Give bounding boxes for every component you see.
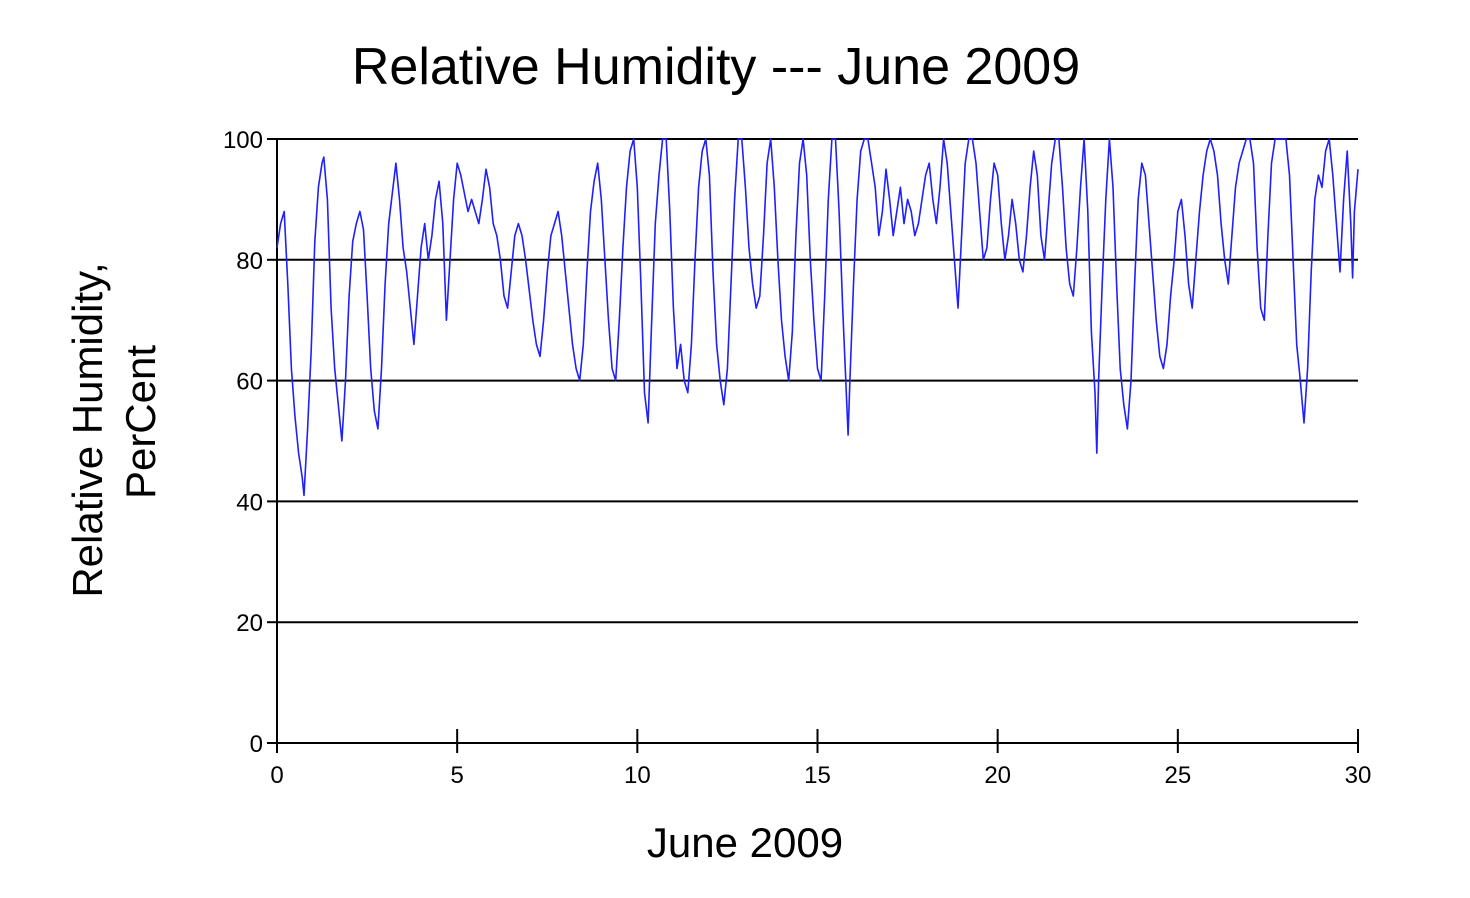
- y-axis-label-line-2: PerCent: [117, 345, 164, 499]
- humidity-series-line: [276, 138, 1359, 497]
- x-tick-label-10: 10: [624, 762, 651, 789]
- x-tick-labels: 0 5 10 15 20 25 30: [270, 762, 1371, 789]
- x-tick-label-5: 5: [450, 762, 463, 789]
- x-tick-label-0: 0: [270, 762, 283, 789]
- y-tick-labels: 0 20 40 60 80 100: [223, 127, 263, 758]
- axes: [267, 138, 1359, 753]
- y-tick-label-0: 0: [250, 731, 263, 758]
- y-tick-label-100: 100: [223, 127, 263, 154]
- y-tick-label-60: 60: [236, 369, 263, 396]
- y-tick-label-80: 80: [236, 248, 263, 275]
- x-tick-label-30: 30: [1345, 762, 1372, 789]
- y-tick-label-20: 20: [236, 610, 263, 637]
- x-tick-label-20: 20: [984, 762, 1011, 789]
- chart-title: Relative Humidity --- June 2009: [352, 38, 1080, 96]
- x-tick-label-15: 15: [804, 762, 831, 789]
- y-tick-label-40: 40: [236, 489, 263, 516]
- horizontal-gridlines: [277, 138, 1358, 624]
- x-tick-label-25: 25: [1164, 762, 1191, 789]
- x-axis-label: June 2009: [647, 819, 843, 866]
- y-axis-label-line-1: Relative Humidity,: [64, 262, 111, 597]
